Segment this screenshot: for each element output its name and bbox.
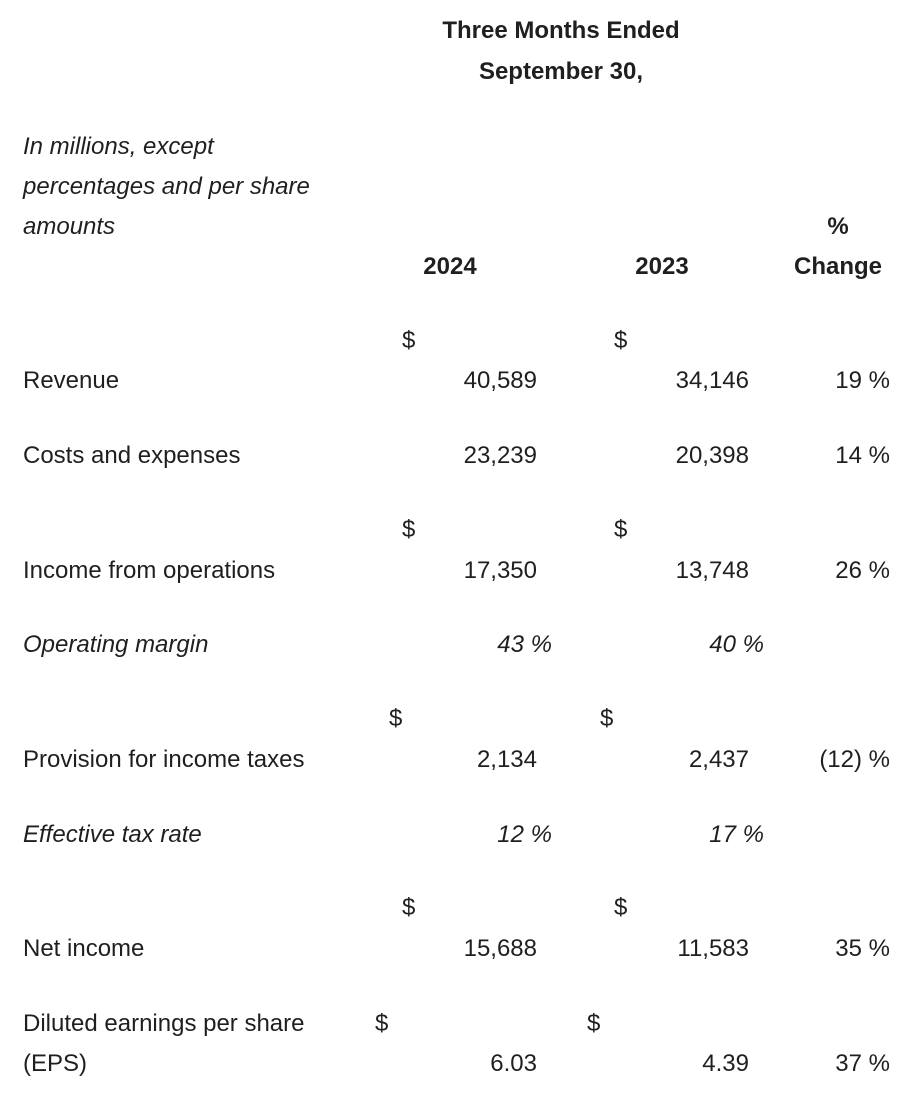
income-operations-2023: 13,748 xyxy=(675,557,749,584)
provision-taxes-2023: 2,437 xyxy=(688,746,749,773)
effective-tax-rate-2024: 12 % xyxy=(497,821,552,848)
income-operations-change: 26 % xyxy=(835,557,890,584)
period-header-line2: September 30, xyxy=(478,58,644,85)
dollar-sign: $ xyxy=(600,705,614,732)
column-header-2024: 2024 xyxy=(423,253,477,280)
diluted-eps-2024: 6.03 xyxy=(490,1050,537,1077)
net-income-2023: 11,583 xyxy=(677,935,749,962)
revenue-change: 19 % xyxy=(835,367,890,394)
row-label-operating-margin: Operating margin xyxy=(23,631,209,658)
column-header-2023: 2023 xyxy=(635,253,689,280)
provision-taxes-2024: 2,134 xyxy=(476,746,537,773)
dollar-sign: $ xyxy=(402,894,416,921)
dollar-sign: $ xyxy=(614,327,628,354)
dollar-sign: $ xyxy=(402,516,416,543)
net-income-2024: 15,688 xyxy=(463,935,537,962)
column-header-change-line1: % xyxy=(827,213,849,240)
row-label-provision-taxes: Provision for income taxes xyxy=(23,746,305,773)
dollar-sign: $ xyxy=(587,1010,601,1037)
units-note-line3: amounts xyxy=(23,213,116,240)
row-label-effective-tax-rate: Effective tax rate xyxy=(23,821,202,848)
row-label-income-operations: Income from operations xyxy=(23,557,276,584)
net-income-change: 35 % xyxy=(835,935,890,962)
effective-tax-rate-2023: 17 % xyxy=(709,821,764,848)
row-label-costs: Costs and expenses xyxy=(23,442,241,469)
diluted-eps-2023: 4.39 xyxy=(702,1050,749,1077)
row-label-diluted-eps-line1: Diluted earnings per share xyxy=(23,1010,305,1037)
column-header-change-line2: Change xyxy=(793,253,882,280)
diluted-eps-change: 37 % xyxy=(835,1050,890,1077)
row-label-diluted-eps-line2: (EPS) xyxy=(23,1050,88,1077)
units-note-line2: percentages and per share xyxy=(23,173,310,200)
provision-taxes-change: (12) % xyxy=(819,746,890,773)
row-label-revenue: Revenue xyxy=(23,367,120,394)
period-header-line1: Three Months Ended xyxy=(442,17,680,44)
revenue-2024: 40,589 xyxy=(463,367,537,394)
row-label-net-income: Net income xyxy=(23,935,145,962)
costs-change: 14 % xyxy=(835,442,890,469)
units-note-line1: In millions, except xyxy=(23,133,214,160)
costs-2024: 23,239 xyxy=(463,442,537,469)
dollar-sign: $ xyxy=(389,705,403,732)
dollar-sign: $ xyxy=(614,516,628,543)
revenue-2023: 34,146 xyxy=(675,367,749,394)
costs-2023: 20,398 xyxy=(675,442,749,469)
operating-margin-2023: 40 % xyxy=(709,631,764,658)
dollar-sign: $ xyxy=(375,1010,389,1037)
operating-margin-2024: 43 % xyxy=(497,631,552,658)
dollar-sign: $ xyxy=(614,894,628,921)
dollar-sign: $ xyxy=(402,327,416,354)
income-operations-2024: 17,350 xyxy=(463,557,537,584)
